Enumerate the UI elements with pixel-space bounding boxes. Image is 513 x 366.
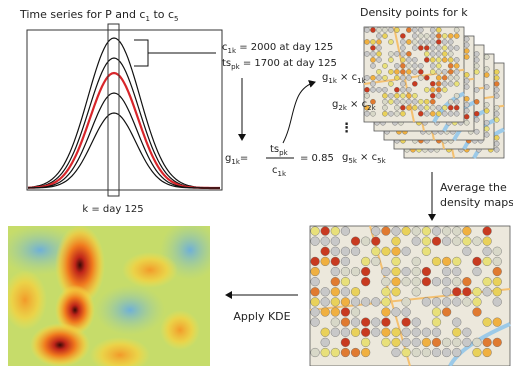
ts-value: tspk = 1700 at day 125 [222,58,337,71]
map [310,226,510,366]
text-part: = 1700 at day 125 [240,58,337,69]
k-label: k = day 125 [82,204,143,215]
formula-result: = 0.85 [300,153,334,164]
plot-frame [27,30,222,190]
diagram: Time series for P and c1 to c5 k = day 1… [0,0,513,366]
map [364,27,464,122]
text-part: ts [222,58,231,69]
ellipsis: ⋮ [340,121,353,136]
text-part: to c [150,8,174,21]
density-label: g1k × c1k [322,72,367,85]
text-part: ts [270,144,279,155]
subscript: 2k [367,104,376,112]
subscript: 1k [278,170,287,178]
density-label: g5k × c5k [342,152,387,165]
average-label: density maps [440,196,513,209]
kde-label: Apply KDE [233,310,290,323]
text-part: × c [347,99,367,110]
density-stack [364,27,504,158]
subscript: pk [279,149,288,157]
subscript: 5k [377,157,386,165]
text-part: × c [357,152,377,163]
average-label: Average the [440,181,507,194]
ts-title: Time series for P and c1 to c5 [19,8,179,23]
arrow-curve [283,82,315,143]
text-part: × c [337,72,357,83]
c-value: c1k = 2000 at day 125 [222,42,333,55]
density-title: Density points for k [360,6,468,19]
text-part: Time series for P and c [19,8,145,21]
average-map [310,226,510,366]
formula-lhs: g1k= [225,153,248,166]
formula-numerator: tspk [270,144,289,157]
formula-denominator: c1k [272,165,287,178]
subscript: 5 [174,15,178,23]
text-part: = 2000 at day 125 [236,42,333,53]
heatmap [0,220,220,366]
subscript: 1k [357,77,366,85]
text-part: = [240,153,248,164]
